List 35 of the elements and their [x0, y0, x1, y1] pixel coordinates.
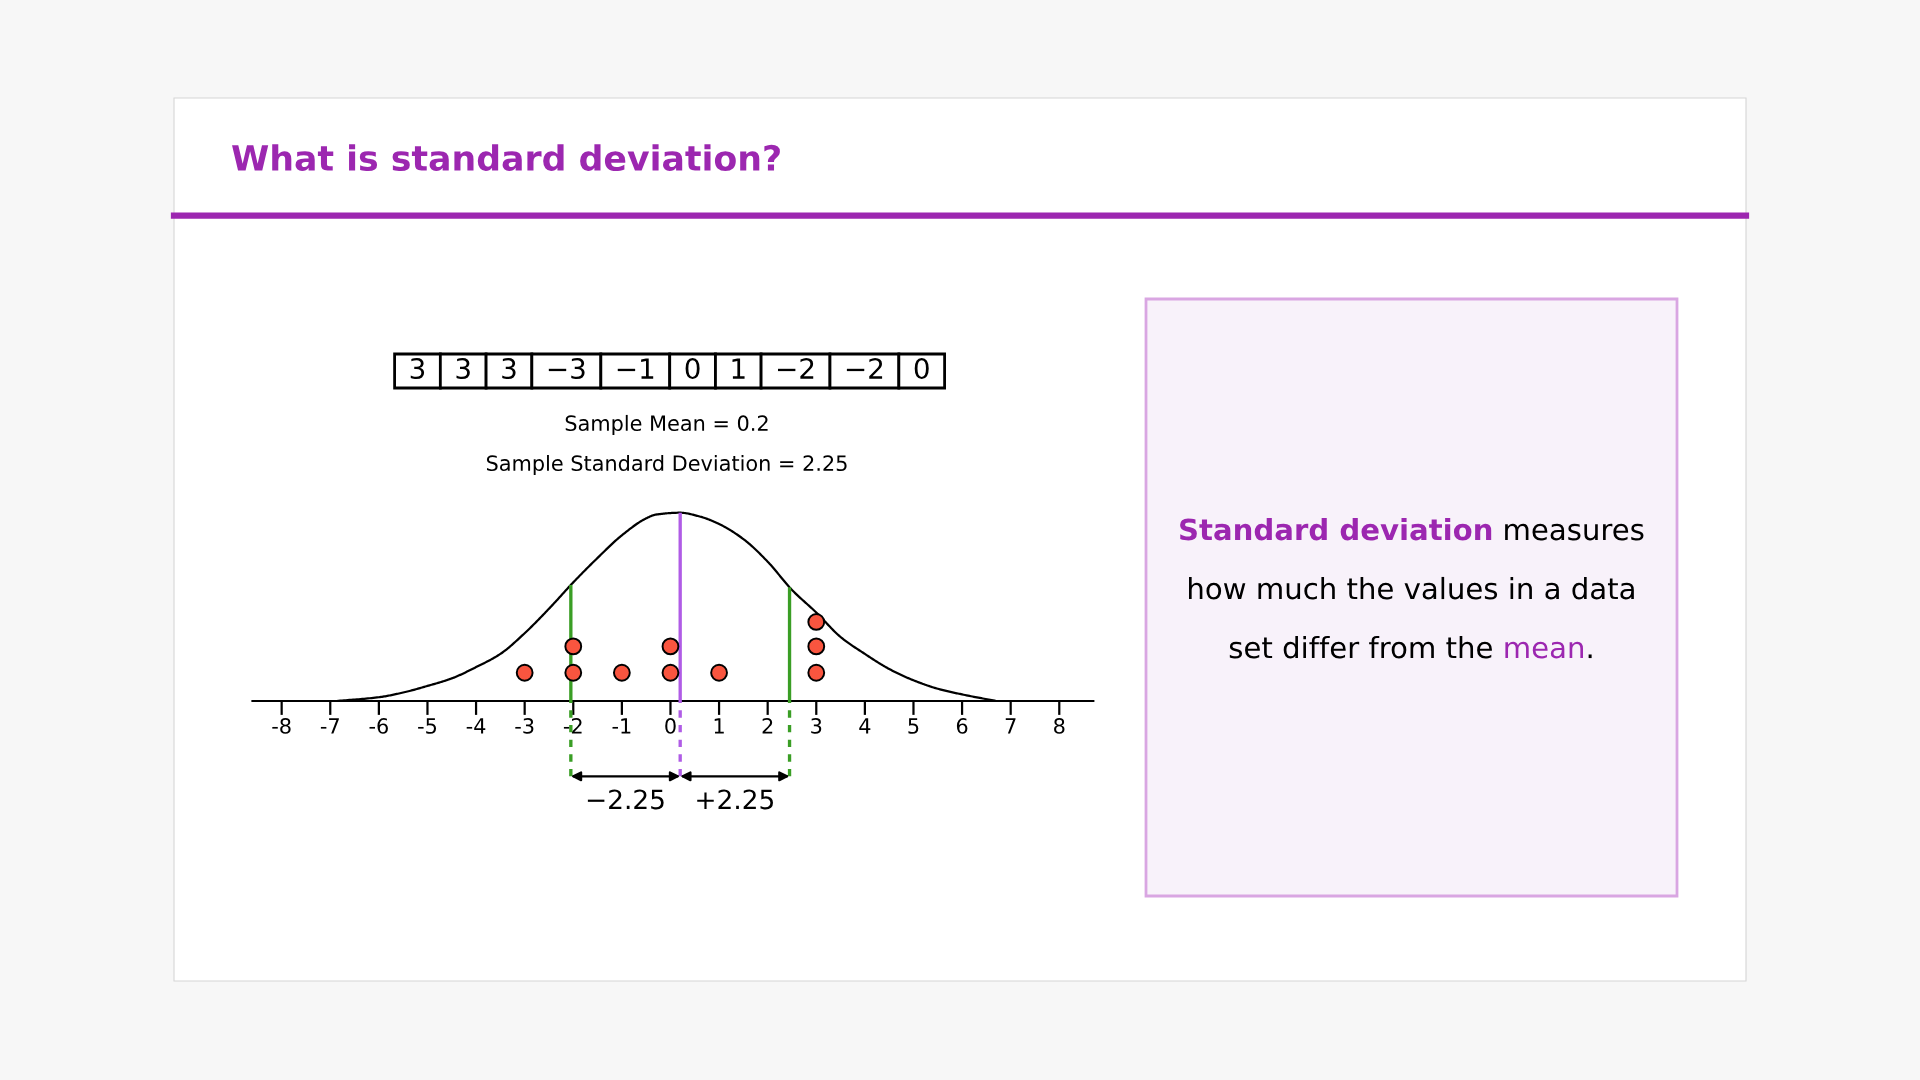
text: +2.25: [697, 789, 773, 810]
text: 3: [456, 358, 470, 380]
text: −2: [846, 358, 883, 379]
x-tick-label: -2: [563, 718, 582, 734]
text: −2.25: [587, 789, 664, 810]
x-tick-label: 2: [762, 718, 773, 734]
x-tick-label: 8: [1054, 718, 1065, 734]
chart-title: What is standard deviation?: [232, 144, 780, 172]
x-tick-label: 5: [908, 718, 919, 734]
text: 0: [914, 358, 929, 380]
x-tick-label: 7: [1005, 718, 1016, 734]
x-tick-label: 3: [811, 718, 822, 734]
x-tick-label: 0: [665, 718, 676, 734]
x-tick-label: -7: [320, 718, 339, 734]
text: −2: [778, 358, 814, 379]
x-tick-label: 1: [714, 718, 724, 734]
x-tick-label: -4: [466, 718, 486, 734]
text: .: [1588, 654, 1592, 659]
text: −1: [617, 358, 654, 379]
text: 1: [732, 358, 745, 379]
x-tick-label: -5: [418, 718, 437, 734]
text: mean: [1505, 641, 1583, 659]
text: 3: [410, 358, 425, 380]
text: 0: [685, 358, 700, 380]
text: Standard deviation: [1180, 517, 1492, 541]
x-tick-label: 6: [956, 718, 968, 734]
x-tick-label: -6: [369, 718, 388, 734]
x-tick-label: -8: [272, 718, 291, 734]
x-tick-label: -1: [612, 718, 631, 734]
text: 3: [502, 358, 516, 380]
x-tick-label: 4: [859, 718, 871, 734]
x-tick-label: -3: [515, 718, 534, 734]
text: Sample Mean = 0.2: [565, 414, 768, 436]
text: −3: [548, 358, 585, 380]
text: Sample Standard Deviation = 2.25: [486, 454, 847, 476]
